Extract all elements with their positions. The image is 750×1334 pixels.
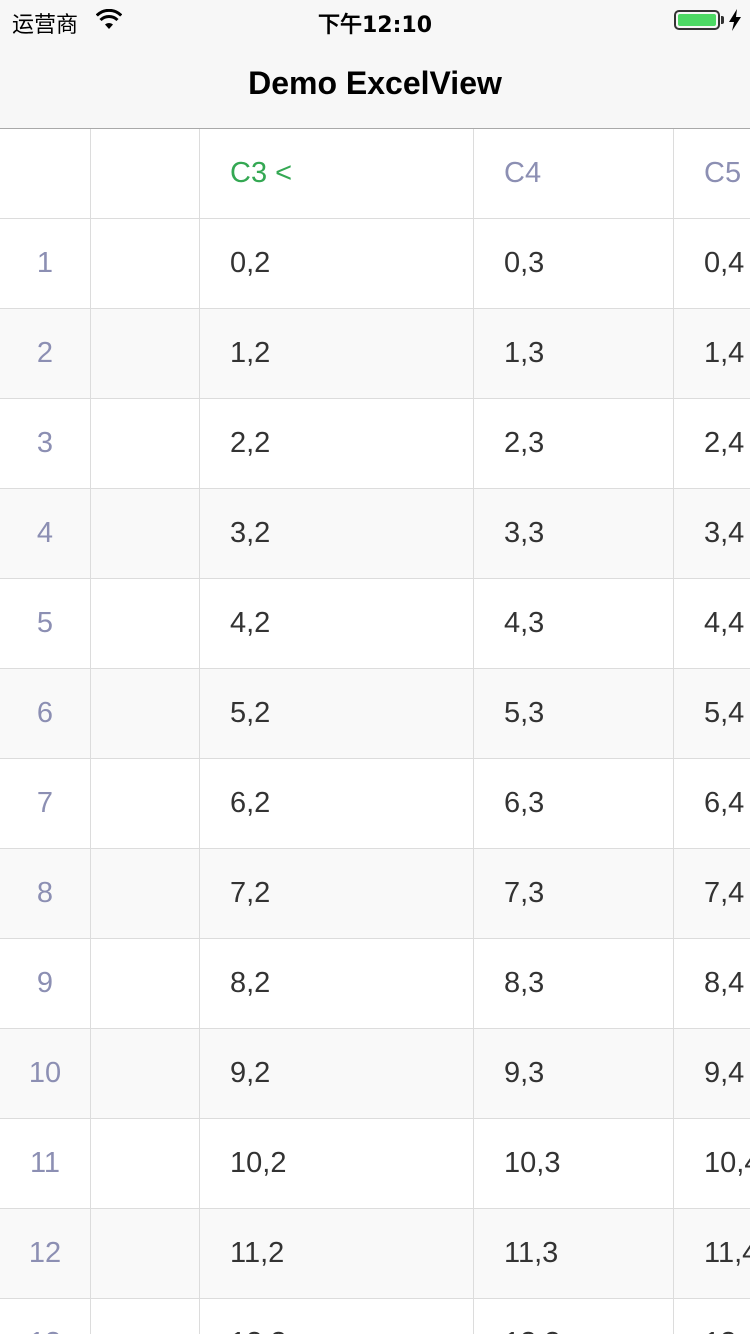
cell-c5[interactable]: 10,4 xyxy=(704,1147,750,1179)
cell-c5[interactable]: 7,4 xyxy=(704,877,745,909)
cell-c4[interactable]: 10,3 xyxy=(504,1147,561,1179)
row-index-cell[interactable]: 9 xyxy=(36,967,54,999)
table-row[interactable]: 3 2,2 2,3 2,4 xyxy=(0,399,750,489)
cell-c3[interactable]: 6,2 xyxy=(230,787,271,819)
cell-c2[interactable] xyxy=(90,669,200,758)
header-c3-sorted[interactable]: C3 < xyxy=(230,157,293,189)
row-index-cell[interactable]: 7 xyxy=(36,787,54,819)
cell-c4[interactable]: 2,3 xyxy=(504,427,545,459)
row-index-cell[interactable]: 13 xyxy=(0,1299,90,1334)
table-row[interactable]: 4 3,2 3,3 3,4 xyxy=(0,489,750,579)
navigation-bar: Demo ExcelView xyxy=(0,40,750,129)
cell-c5[interactable]: 8,4 xyxy=(704,967,745,999)
page-title: Demo ExcelView xyxy=(248,65,502,101)
row-index-cell[interactable]: 10 xyxy=(28,1057,62,1089)
wifi-icon xyxy=(96,9,122,29)
cell-c4[interactable]: 5,3 xyxy=(504,697,545,729)
table-row[interactable]: 7 6,2 6,3 6,4 xyxy=(0,759,750,849)
cell-c4[interactable]: 8,3 xyxy=(504,967,545,999)
header-c2-cell[interactable] xyxy=(90,129,200,218)
cell-c5[interactable]: 6,4 xyxy=(704,787,745,819)
cell-c5[interactable]: 5,4 xyxy=(704,697,745,729)
header-c5[interactable]: C5 xyxy=(704,157,742,189)
row-index-cell[interactable]: 2 xyxy=(36,337,54,369)
status-time: 下午12:10 xyxy=(317,13,433,38)
grid-line xyxy=(673,129,674,1334)
table-row[interactable]: 9 8,2 8,3 8,4 xyxy=(0,939,750,1029)
battery-icon xyxy=(674,10,720,30)
status-bar: 运营商 下午12:10 xyxy=(0,0,750,40)
cell-c2[interactable] xyxy=(90,1119,200,1208)
cell-c2[interactable] xyxy=(90,759,200,848)
carrier-label: 运营商 xyxy=(12,13,79,38)
cell-c3[interactable]: 0,2 xyxy=(230,247,271,279)
table-row[interactable]: 12 11,2 11,3 11,4 xyxy=(0,1209,750,1299)
cell-c4[interactable]: 11,3 xyxy=(504,1237,559,1269)
cell-c3[interactable]: 12,2 xyxy=(230,1299,474,1334)
bolt-icon xyxy=(729,9,741,31)
battery-fill xyxy=(678,14,716,26)
cell-c3[interactable]: 2,2 xyxy=(230,427,271,459)
cell-c5[interactable]: 1,4 xyxy=(704,337,745,369)
cell-c3[interactable]: 9,2 xyxy=(230,1057,271,1089)
table-row[interactable]: 13 12,2 12,3 12,4 xyxy=(0,1299,750,1334)
cell-c5[interactable]: 0,4 xyxy=(704,247,745,279)
header-row: C3 < C4 C5 xyxy=(0,129,750,219)
cell-c5[interactable]: 9,4 xyxy=(704,1057,745,1089)
cell-c2[interactable] xyxy=(90,939,200,1028)
cell-c3[interactable]: 7,2 xyxy=(230,877,271,909)
table-row[interactable]: 1 0,2 0,3 0,4 xyxy=(0,219,750,309)
row-index-cell[interactable]: 3 xyxy=(36,427,54,459)
row-index-cell[interactable]: 4 xyxy=(36,517,54,549)
excel-sheet[interactable]: C3 < C4 C5 1 0,2 0,3 0,4 2 1,2 1,3 1,4 3 2,2 2,3 2,… xyxy=(0,129,750,1334)
cell-c5[interactable]: 12,4 xyxy=(704,1299,750,1334)
row-index-cell[interactable]: 5 xyxy=(36,607,54,639)
table-row[interactable]: 11 10,2 10,3 10,4 xyxy=(0,1119,750,1209)
cell-c2[interactable] xyxy=(90,489,200,578)
cell-c5[interactable]: 3,4 xyxy=(704,517,745,549)
grid-line xyxy=(473,129,474,1334)
cell-c5[interactable]: 11,4 xyxy=(704,1237,750,1269)
cell-c4[interactable]: 9,3 xyxy=(504,1057,545,1089)
cell-c3[interactable]: 5,2 xyxy=(230,697,271,729)
cell-c2[interactable] xyxy=(90,1209,200,1298)
cell-c4[interactable]: 6,3 xyxy=(504,787,545,819)
cell-c5[interactable]: 4,4 xyxy=(704,607,745,639)
table-row[interactable]: 5 4,2 4,3 4,4 xyxy=(0,579,750,669)
cell-c3[interactable]: 10,2 xyxy=(230,1147,287,1179)
row-index-cell[interactable]: 6 xyxy=(36,697,54,729)
cell-c3[interactable]: 3,2 xyxy=(230,517,271,549)
cell-c4[interactable]: 7,3 xyxy=(504,877,545,909)
cell-c4[interactable]: 1,3 xyxy=(504,337,545,369)
cell-c2[interactable] xyxy=(90,849,200,938)
table-row[interactable]: 10 9,2 9,3 9,4 xyxy=(0,1029,750,1119)
cell-c2[interactable] xyxy=(90,1299,200,1334)
cell-c4[interactable]: 3,3 xyxy=(504,517,545,549)
battery-nub xyxy=(721,16,724,24)
cell-c4[interactable]: 12,3 xyxy=(504,1299,674,1334)
grid-line xyxy=(90,129,91,1334)
cell-c2[interactable] xyxy=(90,399,200,488)
table-row[interactable]: 6 5,2 5,3 5,4 xyxy=(0,669,750,759)
cell-c4[interactable]: 0,3 xyxy=(504,247,545,279)
cell-c2[interactable] xyxy=(90,1029,200,1118)
cell-c2[interactable] xyxy=(90,579,200,668)
row-index-cell[interactable]: 11 xyxy=(29,1147,61,1179)
row-index-cell[interactable]: 12 xyxy=(28,1237,62,1269)
cell-c3[interactable]: 1,2 xyxy=(230,337,271,369)
cell-c5[interactable]: 2,4 xyxy=(704,427,745,459)
header-corner-cell xyxy=(0,129,90,218)
header-c4[interactable]: C4 xyxy=(504,157,542,189)
table-row[interactable]: 8 7,2 7,3 7,4 xyxy=(0,849,750,939)
table-row[interactable]: 2 1,2 1,3 1,4 xyxy=(0,309,750,399)
cell-c3[interactable]: 4,2 xyxy=(230,607,271,639)
cell-c4[interactable]: 4,3 xyxy=(504,607,545,639)
grid-line xyxy=(199,129,200,1334)
row-index-cell[interactable]: 8 xyxy=(36,877,54,909)
cell-c3[interactable]: 8,2 xyxy=(230,967,271,999)
cell-c2[interactable] xyxy=(90,309,200,398)
cell-c3[interactable]: 11,2 xyxy=(230,1237,285,1269)
cell-c2[interactable] xyxy=(90,219,200,308)
row-index-cell[interactable]: 1 xyxy=(36,247,54,279)
